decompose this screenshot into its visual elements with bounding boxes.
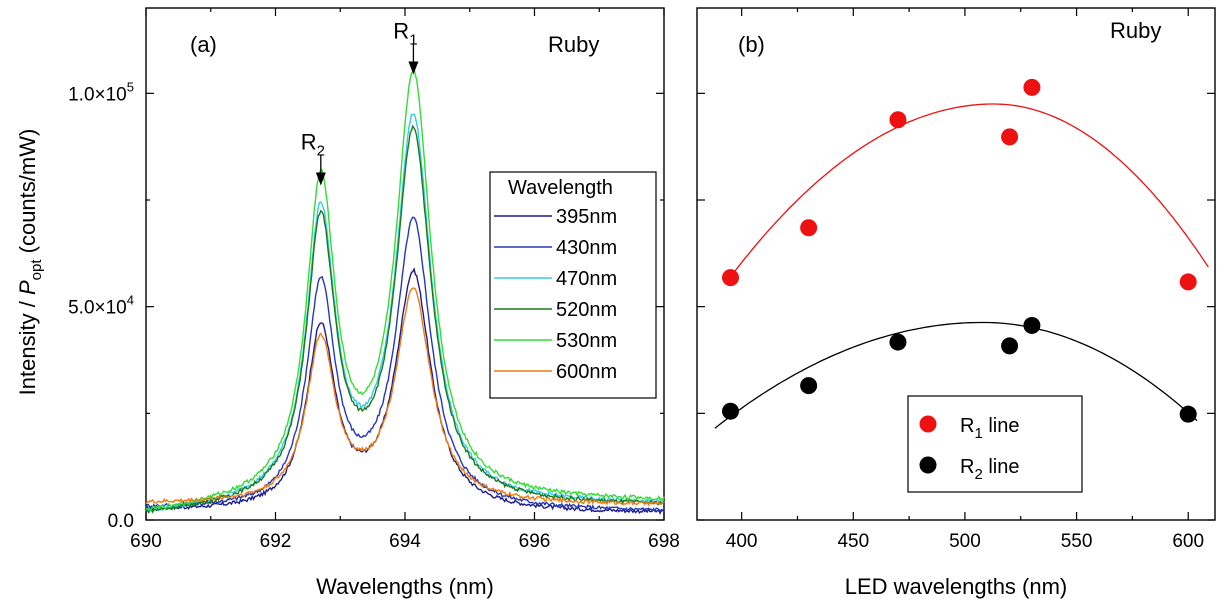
panel-a-peak-label: R2	[301, 129, 325, 159]
panel-a-y-title-italic: P	[15, 280, 40, 295]
panel-a-legend-title: Wavelength	[508, 177, 613, 199]
panel-a-peak-label-sub: 2	[317, 142, 325, 159]
panel-a-peak-label: R1	[393, 19, 417, 49]
panel-a-y-title-main: Intensity /	[15, 295, 40, 395]
panel-b-x-tick-label: 500	[949, 531, 981, 552]
panel-a-y-tick-mantissa: 1.0×10	[68, 84, 127, 105]
panel-b-data-point	[800, 377, 818, 395]
panel-a-y-tick-mantissa: 5.0×10	[68, 298, 127, 319]
panel-b-data-point	[1023, 78, 1041, 96]
panel-b-data-point	[800, 219, 818, 237]
panel-a-label: (a)	[190, 32, 217, 57]
panel-a-y-title-tail: (counts/mW)	[15, 129, 40, 260]
panel-b-x-tick-label: 550	[1061, 531, 1093, 552]
panel-a-x-ticks: 690 692 694 696 698	[130, 8, 680, 552]
panel-a-peak-arrow-head	[408, 61, 419, 75]
panel-a-y-title-sub: opt	[28, 259, 45, 281]
panel-b-annotation: Ruby	[1110, 18, 1161, 43]
panel-b-data-point	[889, 111, 907, 129]
panel-a-x-tick-label: 692	[260, 531, 292, 552]
panel-a-x-tick-label: 698	[648, 531, 680, 552]
panel-b-data-point	[1001, 337, 1019, 355]
panel-b-data-point	[1179, 273, 1197, 291]
panel-a-legend-box	[489, 171, 657, 399]
panel-b-x-tick-label: 400	[726, 531, 758, 552]
panel-a-spectrum-line	[145, 216, 665, 513]
panel-b-legend-label-sub: 1	[974, 425, 982, 442]
panel-b-legend-marker	[919, 456, 937, 474]
panel-a-peak-label-main: R	[393, 19, 409, 44]
panel-b-label: (b)	[738, 32, 765, 57]
panel-a-spectrum-line	[145, 66, 665, 512]
panel-a-y-tick-exponent: 5	[127, 79, 134, 94]
panel-a-legend-label: 395nm	[556, 206, 617, 228]
panel-b-x-tick-label: 600	[1172, 531, 1204, 552]
panel-b-x-axis-title: LED wavelengths (nm)	[845, 574, 1068, 599]
panel-b-legend-label-tail: line	[983, 415, 1020, 437]
panel-b-data-point	[889, 333, 907, 351]
panel-b-data-point	[1179, 405, 1197, 423]
panel-a-y-tick-label: 5.0×104	[68, 293, 134, 319]
panel-a-y-tick-exponent: 4	[127, 293, 134, 308]
panel-b-legend-label: R1 line	[960, 415, 1020, 442]
panel-a: 690 692 694 696 698 0.0 5.0×104 1.0×105 (a) Ru…	[15, 7, 680, 599]
panel-a-spectra	[145, 66, 665, 515]
panel-b-data-point	[1023, 316, 1041, 334]
panel-a-peak-label-sub: 1	[409, 32, 417, 49]
panel-a-legend-label: 600nm	[556, 361, 617, 383]
panel-a-x-tick-label: 690	[130, 531, 162, 552]
panel-b-data-point	[1001, 128, 1019, 146]
panel-b-legend-label-main: R	[960, 415, 974, 437]
panel-a-y-tick-label: 0.0	[108, 511, 134, 532]
panel-b-x-ticks: 400 450 500 550 600	[726, 8, 1204, 552]
panel-a-legend-label: 530nm	[556, 330, 617, 352]
panel-b-legend-label: R2 line	[960, 456, 1020, 483]
panel-a-spectrum-line	[145, 287, 665, 507]
panel-a-legend-label: 520nm	[556, 299, 617, 321]
panel-b-data-point	[721, 269, 739, 287]
panel-a-y-tick-label: 1.0×105	[68, 79, 134, 105]
panel-a-y-tick-mantissa: 0.0	[108, 511, 134, 532]
panel-a-legend-items: 395nm 430nm 470nm 520nm 530nm 600nm	[494, 206, 617, 383]
panel-a-x-tick-label: 694	[389, 531, 421, 552]
panel-b-frame	[696, 7, 1216, 521]
panel-a-x-tick-label: 696	[519, 531, 551, 552]
panel-b-data-point	[721, 402, 739, 420]
panel-b-y-ticks	[697, 92, 1215, 521]
panel-a-y-axis-title: Intensity / Popt (counts/mW)	[15, 129, 45, 396]
panel-a-annotation: Ruby	[548, 32, 599, 57]
panel-a-peak-label-main: R	[301, 129, 317, 154]
panel-b-legend-box	[907, 395, 1083, 493]
panel-b-fit-curve	[729, 103, 1209, 278]
panel-b-x-tick-label: 450	[837, 531, 869, 552]
panel-a-legend-label: 470nm	[556, 268, 617, 290]
panel-b-fit-curve	[714, 321, 1198, 429]
panel-b-legend-label-tail: line	[983, 456, 1020, 478]
panel-b-legend-marker	[919, 415, 937, 433]
panel-b-fit-curves	[714, 103, 1209, 429]
panel-b-legend-label-main: R	[960, 456, 974, 478]
panel-a-y-ticks: 0.0 5.0×104 1.0×105	[68, 79, 664, 532]
panel-b-legend-label-sub: 2	[974, 466, 982, 483]
panel-a-x-axis-title: Wavelengths (nm)	[316, 574, 494, 599]
panel-a-legend-label: 430nm	[556, 237, 617, 259]
panel-a-peak-arrow-head	[315, 172, 326, 186]
panel-b-points	[721, 78, 1197, 423]
panel-a-legend: Wavelength 395nm 430nm 470nm 520nm 530nm 600n…	[489, 171, 657, 399]
